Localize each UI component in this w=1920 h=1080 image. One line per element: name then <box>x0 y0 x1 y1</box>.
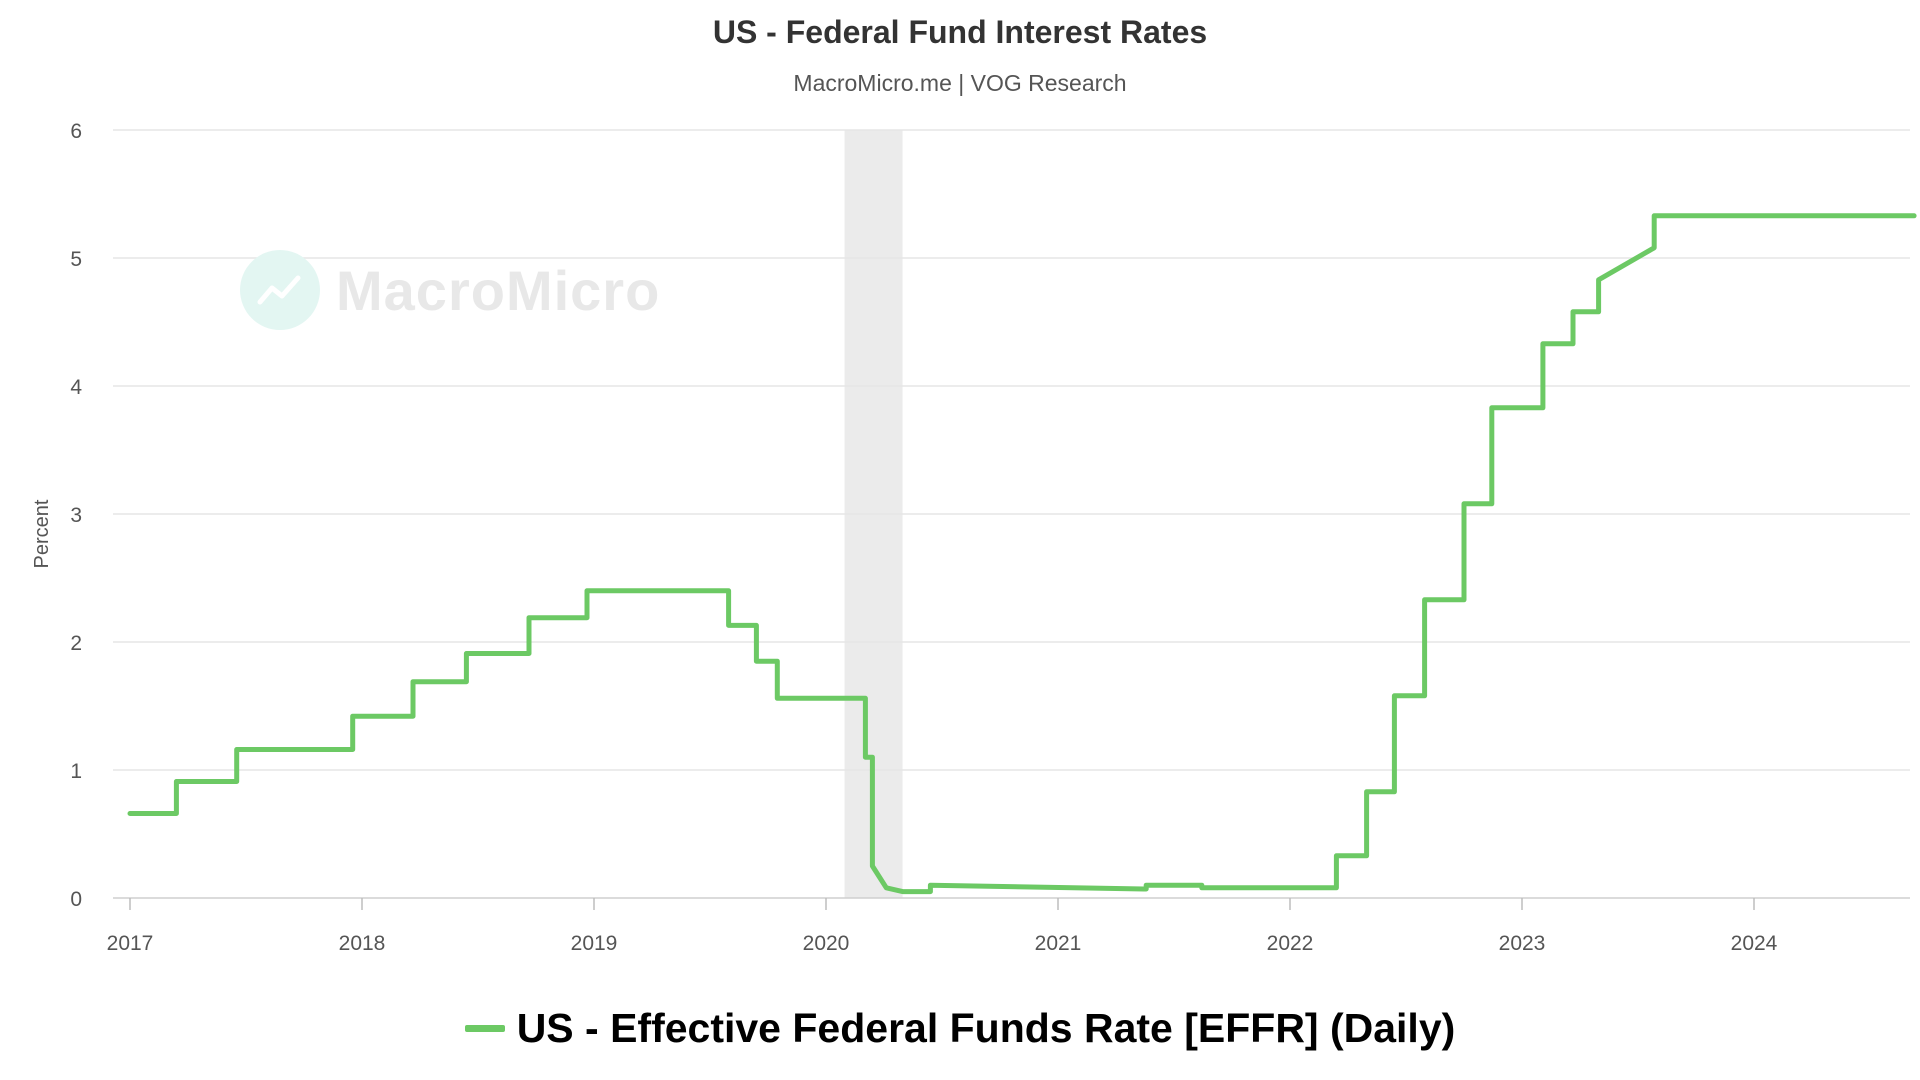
chart-subtitle: MacroMicro.me | VOG Research <box>793 70 1127 96</box>
y-tick-label: 1 <box>70 760 82 783</box>
chart-legend[interactable]: US - Effective Federal Funds Rate [EFFR]… <box>0 995 1920 1052</box>
x-tick-label: 2022 <box>1267 932 1314 955</box>
legend-item[interactable]: US - Effective Federal Funds Rate [EFFR]… <box>464 1005 1456 1052</box>
watermark-text: MacroMicro <box>336 258 661 322</box>
x-tick-label: 2017 <box>107 932 154 955</box>
series-line-effr <box>127 213 1917 895</box>
chart-title: US - Federal Fund Interest Rates <box>712 14 1208 50</box>
y-axis-label: Percent <box>31 499 53 568</box>
x-tick-label: 2019 <box>571 932 618 955</box>
x-tick-label: 2023 <box>1499 932 1546 955</box>
y-tick-label: 4 <box>70 376 82 399</box>
y-tick-label: 5 <box>70 248 82 271</box>
watermark: MacroMicro <box>240 250 660 330</box>
y-tick-label: 3 <box>70 504 82 527</box>
line-chart: 0 1 2 3 4 5 6 2017 2018 2019 2020 2021 2022 2023 2024 P… <box>31 120 1917 955</box>
legend-swatch <box>464 1025 505 1032</box>
y-tick-label: 0 <box>70 888 82 911</box>
x-tick-label: 2018 <box>339 932 386 955</box>
chart-trend-icon <box>240 250 320 330</box>
x-tick-label: 2024 <box>1731 932 1778 955</box>
legend-label: US - Effective Federal Funds Rate [EFFR]… <box>516 1005 1456 1051</box>
y-tick-label: 6 <box>70 120 82 143</box>
y-tick-label: 2 <box>70 632 82 655</box>
x-tick-label: 2020 <box>803 932 850 955</box>
x-tick-label: 2021 <box>1035 932 1082 955</box>
